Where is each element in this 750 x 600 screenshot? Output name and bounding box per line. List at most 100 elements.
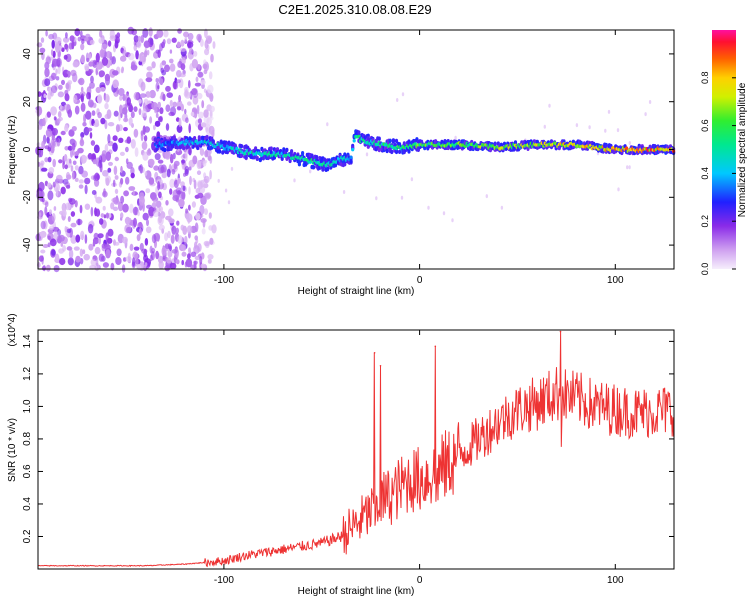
heatmap-x-tick-label: 0 xyxy=(417,275,423,286)
noise-blob xyxy=(203,109,209,118)
noise-blob xyxy=(130,172,135,179)
noise-blob xyxy=(95,257,99,267)
noise-blob xyxy=(105,212,109,219)
noise-blob xyxy=(200,218,207,223)
noise-blob xyxy=(200,38,204,47)
noise-blob xyxy=(38,181,45,192)
noise-blob xyxy=(138,108,142,116)
noise-blob xyxy=(149,116,153,124)
noise-blob xyxy=(75,255,81,263)
noise-blob xyxy=(181,244,187,252)
noise-blob xyxy=(153,124,156,131)
noise-blob xyxy=(192,88,199,99)
noise-blob xyxy=(58,84,63,90)
noise-blob xyxy=(136,234,141,242)
noise-blob xyxy=(84,203,91,210)
noise-blob xyxy=(95,208,101,217)
noise-blob xyxy=(293,178,296,183)
noise-blob xyxy=(120,195,125,204)
noise-blob xyxy=(54,253,60,263)
noise-blob xyxy=(95,86,102,94)
noise-blob xyxy=(55,68,58,75)
noise-blob xyxy=(140,35,144,43)
noise-blob xyxy=(69,35,75,42)
noise-blob xyxy=(161,69,167,76)
noise-blob xyxy=(96,61,100,72)
noise-blob xyxy=(123,190,129,197)
noise-blob xyxy=(95,52,100,63)
heatmap-y-tick-label: 0 xyxy=(22,146,33,152)
noise-blob xyxy=(180,63,186,71)
noise-blob xyxy=(158,191,162,199)
snr-frame xyxy=(37,329,675,570)
noise-blob xyxy=(129,203,134,214)
noise-blob xyxy=(67,80,73,85)
noise-blob xyxy=(87,69,94,74)
heatmap-x-tick-label: -100 xyxy=(214,275,234,286)
ridge-halo xyxy=(385,148,389,154)
noise-blob xyxy=(184,36,188,44)
noise-blob xyxy=(52,181,56,188)
ridge-halo xyxy=(391,138,395,143)
noise-blob xyxy=(106,109,112,119)
snr-y-tick-label: 1.4 xyxy=(22,334,33,348)
noise-blob xyxy=(60,186,66,195)
noise-blob xyxy=(36,106,43,116)
noise-blob xyxy=(115,124,120,133)
ridge-halo xyxy=(233,143,237,148)
heatmap-panel: -100 0 100 -40 -20 0 20 40 Height of straight l… xyxy=(7,26,676,297)
noise-blob xyxy=(169,262,177,270)
noise-blob xyxy=(130,139,136,149)
noise-blob xyxy=(89,265,96,270)
ridge-point xyxy=(625,146,629,150)
noise-blob xyxy=(101,243,107,249)
noise-blob xyxy=(197,181,203,190)
noise-blob xyxy=(192,95,199,105)
snr-x-tick-label: -100 xyxy=(214,575,234,586)
noise-blob xyxy=(113,165,118,176)
noise-blob xyxy=(64,146,69,151)
noise-blob xyxy=(98,236,101,245)
noise-blob xyxy=(151,102,158,110)
noise-blob xyxy=(40,160,45,166)
noise-blob xyxy=(207,37,212,45)
noise-blob xyxy=(87,223,94,234)
noise-blob xyxy=(107,228,114,237)
noise-blob xyxy=(207,84,214,94)
noise-blob xyxy=(56,118,61,124)
snr-x-axis-label: Height of straight line (km) xyxy=(298,586,415,597)
noise-blob xyxy=(118,137,124,143)
noise-blob xyxy=(127,26,135,35)
noise-blob xyxy=(187,41,194,49)
noise-blob xyxy=(165,123,170,131)
noise-blob xyxy=(129,243,134,251)
noise-blob xyxy=(65,202,71,211)
noise-blob xyxy=(196,159,202,170)
noise-blob xyxy=(85,110,92,120)
noise-blob xyxy=(104,175,112,184)
snr-y-axis-label: SNR (10 * v/v) xyxy=(7,418,18,482)
noise-blob xyxy=(107,122,115,127)
noise-blob xyxy=(171,225,177,235)
noise-blob xyxy=(80,154,87,164)
noise-blob xyxy=(126,226,132,234)
noise-blob xyxy=(172,101,178,108)
noise-blob xyxy=(126,97,131,106)
noise-blob xyxy=(177,28,183,34)
noise-blob xyxy=(138,98,142,104)
noise-blob xyxy=(80,230,85,240)
noise-blob xyxy=(149,254,153,262)
noise-blob xyxy=(58,234,65,242)
noise-blob xyxy=(138,221,143,228)
noise-blob xyxy=(105,249,111,259)
noise-blob xyxy=(56,187,59,197)
ridge-point xyxy=(349,155,353,160)
noise-blob xyxy=(199,204,205,215)
noise-blob xyxy=(74,105,80,115)
noise-blob xyxy=(175,79,181,84)
noise-blob xyxy=(64,164,68,170)
noise-blob xyxy=(120,165,123,174)
noise-blob xyxy=(41,197,45,203)
noise-blob xyxy=(183,31,189,38)
noise-blob xyxy=(97,94,103,104)
